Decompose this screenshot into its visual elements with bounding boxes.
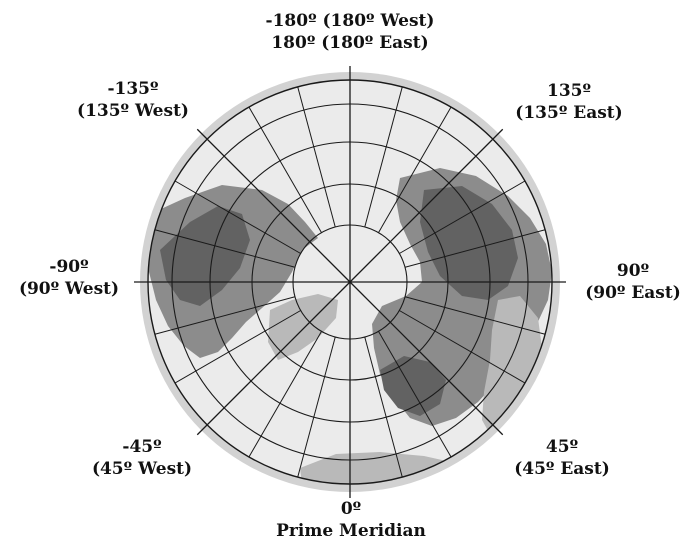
label-135-east-line1: 135º: [547, 81, 591, 101]
landmass-siberia: [420, 186, 518, 300]
landmasses: [148, 168, 552, 484]
meridian-line: [174, 310, 301, 384]
label-45-west: -45º (45º West): [80, 436, 204, 480]
meridian-line: [297, 336, 336, 478]
label-180-line2: 180º (180º East): [271, 33, 429, 53]
label-90-east-line1: 90º: [616, 261, 650, 281]
meridian-line: [378, 331, 452, 458]
major-meridian-line: [349, 128, 504, 283]
meridian-line: [154, 296, 296, 335]
label-180: -180º (180º West) 180º (180º East): [252, 10, 448, 54]
landmass-greenland: [268, 294, 338, 360]
label-135-west-line2: (135º West): [77, 101, 189, 121]
major-meridian-line: [349, 281, 504, 436]
label-45-east-line1: 45º: [545, 437, 579, 457]
label-90-west-line2: (90º West): [18, 279, 120, 299]
label-180-line1: -180º (180º West): [265, 11, 435, 31]
landmass-asia-east: [482, 296, 542, 438]
label-90-east-line2: (90º East): [585, 283, 681, 303]
meridian-line: [174, 180, 301, 254]
major-meridian-line: [196, 281, 351, 436]
label-135-east: 135º (135º East): [506, 80, 632, 124]
label-135-west: -135º (135º West): [70, 78, 196, 122]
meridian-line: [399, 180, 526, 254]
label-45-west-line1: -45º: [122, 437, 162, 457]
label-45-east-line2: (45º East): [514, 459, 610, 479]
meridian-line: [248, 331, 322, 458]
meridian-line: [364, 336, 403, 478]
meridian-line: [364, 86, 403, 228]
meridian-line: [399, 310, 526, 384]
meridian-line: [404, 229, 546, 268]
graticule: [134, 66, 566, 498]
landmass-north-america-west: [160, 206, 250, 306]
label-0-line2: Prime Meridian: [276, 521, 426, 541]
label-90-east: 90º (90º East): [576, 260, 690, 304]
label-135-east-line2: (135º East): [515, 103, 623, 123]
label-45-west-line2: (45º West): [91, 459, 193, 479]
meridian-line: [154, 229, 296, 268]
label-90-west-line1: -90º: [49, 257, 89, 277]
landmass-africa: [300, 452, 480, 484]
label-prime-meridian: 0º Prime Meridian: [256, 498, 446, 542]
major-meridian-line: [196, 128, 351, 283]
label-90-west: -90º (90º West): [12, 256, 126, 300]
label-45-east: 45º (45º East): [500, 436, 624, 480]
meridian-line: [248, 106, 322, 233]
label-135-west-line1: -135º: [107, 79, 159, 99]
landmass-europe: [380, 356, 446, 416]
meridian-line: [378, 106, 452, 233]
label-0-line1: 0º: [340, 499, 362, 519]
meridian-line: [404, 296, 546, 335]
meridian-line: [297, 86, 336, 228]
